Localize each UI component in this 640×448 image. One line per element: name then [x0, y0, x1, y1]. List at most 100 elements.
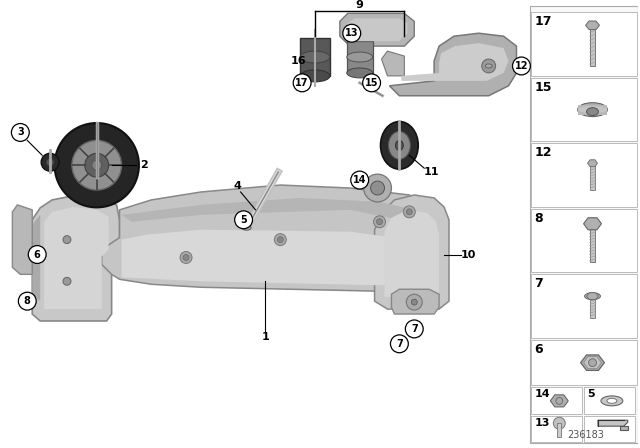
Circle shape [513, 57, 531, 75]
Polygon shape [340, 13, 414, 46]
FancyBboxPatch shape [531, 13, 637, 76]
FancyBboxPatch shape [590, 165, 595, 190]
Ellipse shape [300, 51, 330, 63]
Text: 12: 12 [534, 146, 552, 159]
Circle shape [19, 292, 36, 310]
Ellipse shape [381, 121, 418, 169]
Circle shape [482, 59, 495, 73]
Ellipse shape [388, 131, 410, 159]
Ellipse shape [607, 398, 617, 403]
Text: 6: 6 [534, 343, 543, 356]
Polygon shape [32, 195, 120, 321]
FancyBboxPatch shape [531, 209, 637, 272]
Polygon shape [385, 210, 439, 297]
FancyBboxPatch shape [531, 340, 637, 385]
Ellipse shape [300, 70, 330, 82]
Circle shape [371, 181, 385, 195]
Circle shape [275, 234, 286, 246]
Ellipse shape [578, 103, 607, 116]
Circle shape [406, 294, 422, 310]
Text: 5: 5 [240, 215, 247, 225]
Ellipse shape [72, 140, 122, 190]
Circle shape [556, 397, 563, 405]
Ellipse shape [347, 68, 372, 78]
Polygon shape [550, 395, 568, 407]
Polygon shape [588, 160, 598, 167]
Circle shape [374, 216, 385, 228]
Text: 13: 13 [534, 418, 550, 428]
Ellipse shape [601, 396, 623, 406]
Circle shape [12, 124, 29, 142]
Ellipse shape [396, 140, 403, 151]
Circle shape [63, 236, 71, 244]
Ellipse shape [347, 52, 372, 62]
Circle shape [376, 219, 383, 225]
Polygon shape [122, 198, 419, 230]
Text: 7: 7 [396, 339, 403, 349]
Text: 8: 8 [534, 212, 543, 225]
FancyBboxPatch shape [584, 388, 634, 414]
Circle shape [403, 206, 415, 218]
Polygon shape [390, 33, 516, 96]
Text: 7: 7 [534, 277, 543, 290]
Text: 6: 6 [34, 250, 40, 259]
FancyBboxPatch shape [531, 274, 637, 338]
Text: 8: 8 [24, 296, 31, 306]
Text: 9: 9 [356, 0, 364, 10]
Circle shape [406, 209, 412, 215]
Ellipse shape [584, 293, 600, 300]
FancyBboxPatch shape [531, 388, 582, 414]
Ellipse shape [85, 153, 109, 177]
Circle shape [235, 211, 253, 229]
Text: 13: 13 [345, 28, 358, 38]
Ellipse shape [46, 158, 54, 166]
FancyBboxPatch shape [590, 298, 595, 318]
Circle shape [343, 24, 361, 42]
Circle shape [412, 299, 417, 305]
Polygon shape [300, 38, 330, 76]
Polygon shape [347, 41, 372, 73]
Polygon shape [598, 420, 628, 426]
Text: 16: 16 [291, 56, 306, 66]
Polygon shape [580, 355, 604, 370]
Circle shape [180, 251, 192, 263]
Text: 1: 1 [262, 332, 269, 342]
Text: 2: 2 [141, 160, 148, 170]
Circle shape [293, 74, 311, 92]
Ellipse shape [242, 225, 251, 230]
Text: 7: 7 [411, 324, 418, 334]
Ellipse shape [92, 160, 102, 170]
Text: 236183: 236183 [568, 430, 604, 440]
Circle shape [183, 254, 189, 260]
Polygon shape [586, 21, 600, 30]
Polygon shape [348, 18, 407, 41]
FancyBboxPatch shape [584, 416, 634, 442]
Text: 10: 10 [461, 250, 477, 259]
Polygon shape [374, 195, 449, 309]
Circle shape [28, 246, 46, 263]
Text: 11: 11 [424, 167, 439, 177]
Polygon shape [102, 185, 429, 291]
Polygon shape [584, 357, 602, 369]
Polygon shape [401, 43, 509, 81]
Circle shape [63, 277, 71, 285]
Polygon shape [392, 289, 439, 314]
Polygon shape [32, 215, 40, 301]
FancyBboxPatch shape [531, 78, 637, 142]
Ellipse shape [578, 106, 607, 113]
Text: 3: 3 [17, 127, 24, 138]
FancyBboxPatch shape [531, 416, 582, 442]
Polygon shape [584, 218, 602, 230]
Circle shape [277, 237, 284, 243]
Circle shape [405, 320, 423, 338]
Polygon shape [122, 230, 419, 285]
Circle shape [589, 359, 596, 366]
Polygon shape [381, 51, 404, 76]
Circle shape [363, 74, 381, 92]
Text: 12: 12 [515, 61, 528, 71]
FancyBboxPatch shape [531, 6, 637, 443]
Circle shape [390, 335, 408, 353]
Text: 5: 5 [587, 389, 595, 400]
Text: 15: 15 [365, 78, 378, 88]
Text: 17: 17 [296, 78, 309, 88]
